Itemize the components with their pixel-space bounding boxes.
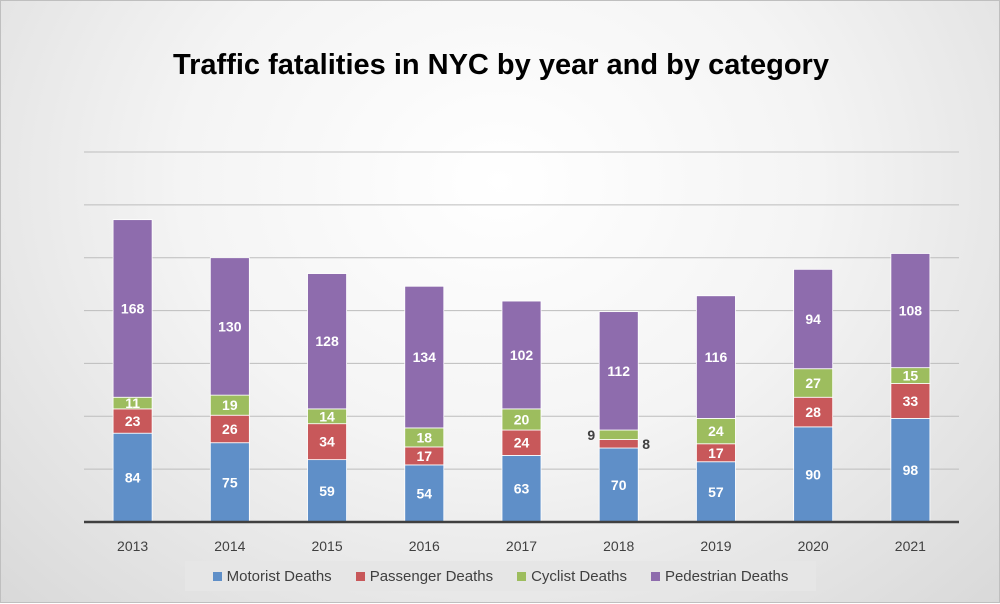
data-label: 128 — [315, 333, 339, 349]
data-label: 33 — [903, 393, 919, 409]
data-label: 24 — [708, 423, 724, 439]
bar-pedestrian-deaths — [501, 300, 542, 410]
data-label: 108 — [899, 303, 923, 319]
data-label: 15 — [903, 368, 919, 384]
bar-motorist-deaths — [501, 454, 542, 523]
bar-pedestrian-deaths — [696, 295, 736, 419]
data-label: 18 — [416, 429, 432, 445]
data-label: 134 — [413, 349, 437, 365]
legend-item: Passenger Deaths — [355, 567, 494, 585]
data-label: 57 — [708, 484, 724, 500]
chart-title: Traffic fatalities in NYC by year and by… — [173, 49, 829, 81]
bar-passenger-deaths — [501, 429, 542, 456]
data-label: 63 — [514, 481, 530, 497]
data-label: 28 — [805, 404, 821, 420]
legend-swatch — [212, 571, 222, 581]
data-label: 75 — [222, 474, 238, 490]
legend-swatch — [355, 571, 365, 581]
legend-label: Motorist Deaths — [226, 567, 332, 585]
bar-pedestrian-deaths — [890, 253, 931, 369]
x-tick-label: 2021 — [895, 538, 926, 554]
data-label: 27 — [805, 375, 821, 391]
data-label: 98 — [903, 462, 919, 478]
bar-pedestrian-deaths — [112, 219, 153, 398]
data-label: 112 — [607, 363, 630, 379]
data-label: 94 — [805, 311, 821, 327]
data-label: 59 — [319, 483, 335, 499]
x-tick-label: 2018 — [603, 538, 634, 554]
data-label: 17 — [416, 448, 432, 464]
legend: Motorist Deaths Passenger Deaths Cyclist D… — [185, 561, 816, 591]
bar-pedestrian-deaths — [598, 311, 639, 431]
legend-item: Motorist Deaths — [212, 567, 332, 585]
legend-swatch — [517, 571, 527, 581]
legend-label: Pedestrian Deaths — [664, 567, 789, 585]
bar-motorist-deaths — [696, 461, 736, 523]
bar-cyclist-deaths — [598, 429, 639, 440]
bar-motorist-deaths — [890, 417, 931, 523]
data-label: 168 — [121, 300, 145, 316]
data-label: 70 — [611, 477, 627, 493]
data-label: 8 — [642, 436, 650, 452]
bar-pedestrian-deaths — [404, 285, 445, 429]
data-label: 84 — [125, 470, 141, 486]
legend-swatch — [650, 571, 660, 581]
data-label: 26 — [222, 421, 238, 437]
data-label: 34 — [319, 434, 335, 450]
bar-pedestrian-deaths — [307, 273, 347, 410]
bar-pedestrian-deaths — [793, 268, 834, 370]
bar-passenger-deaths — [209, 414, 250, 444]
x-tick-label: 2016 — [409, 538, 440, 554]
data-label: 20 — [514, 411, 530, 427]
data-label: 102 — [510, 347, 534, 363]
bar-passenger-deaths — [793, 396, 834, 428]
data-label: 130 — [218, 318, 242, 334]
data-label: 14 — [319, 408, 335, 424]
legend-item: Cyclist Deaths — [517, 568, 627, 585]
x-tick-label: 2019 — [700, 538, 731, 554]
x-tick-label: 2020 — [798, 538, 829, 554]
data-label: 19 — [222, 397, 238, 413]
data-label: 24 — [514, 435, 530, 451]
data-label: 9 — [587, 427, 595, 443]
bar-passenger-deaths — [598, 439, 639, 449]
bar-motorist-deaths — [404, 464, 445, 523]
data-label: 116 — [705, 349, 728, 365]
legend-label: Cyclist Deaths — [531, 567, 627, 585]
x-tick-label: 2013 — [117, 538, 148, 554]
x-tick-label: 2014 — [214, 538, 245, 554]
data-label: 54 — [416, 485, 432, 501]
bar-cyclist-deaths — [793, 368, 834, 398]
x-tick-label: 2017 — [506, 538, 537, 554]
legend-item: Pedestrian Deaths — [650, 567, 789, 585]
data-label: 23 — [125, 413, 141, 429]
data-label: 17 — [708, 445, 724, 461]
bar-pedestrian-deaths — [209, 257, 250, 396]
bar-passenger-deaths — [890, 383, 931, 419]
bar-cyclist-deaths — [696, 417, 736, 445]
legend-label: Passenger Deaths — [369, 567, 494, 585]
data-label: 11 — [125, 395, 140, 411]
x-tick-label: 2015 — [311, 538, 342, 554]
data-label: 90 — [805, 466, 821, 482]
bar-motorist-deaths — [598, 447, 639, 523]
bar-passenger-deaths — [307, 423, 347, 461]
bar-motorist-deaths — [793, 426, 834, 523]
